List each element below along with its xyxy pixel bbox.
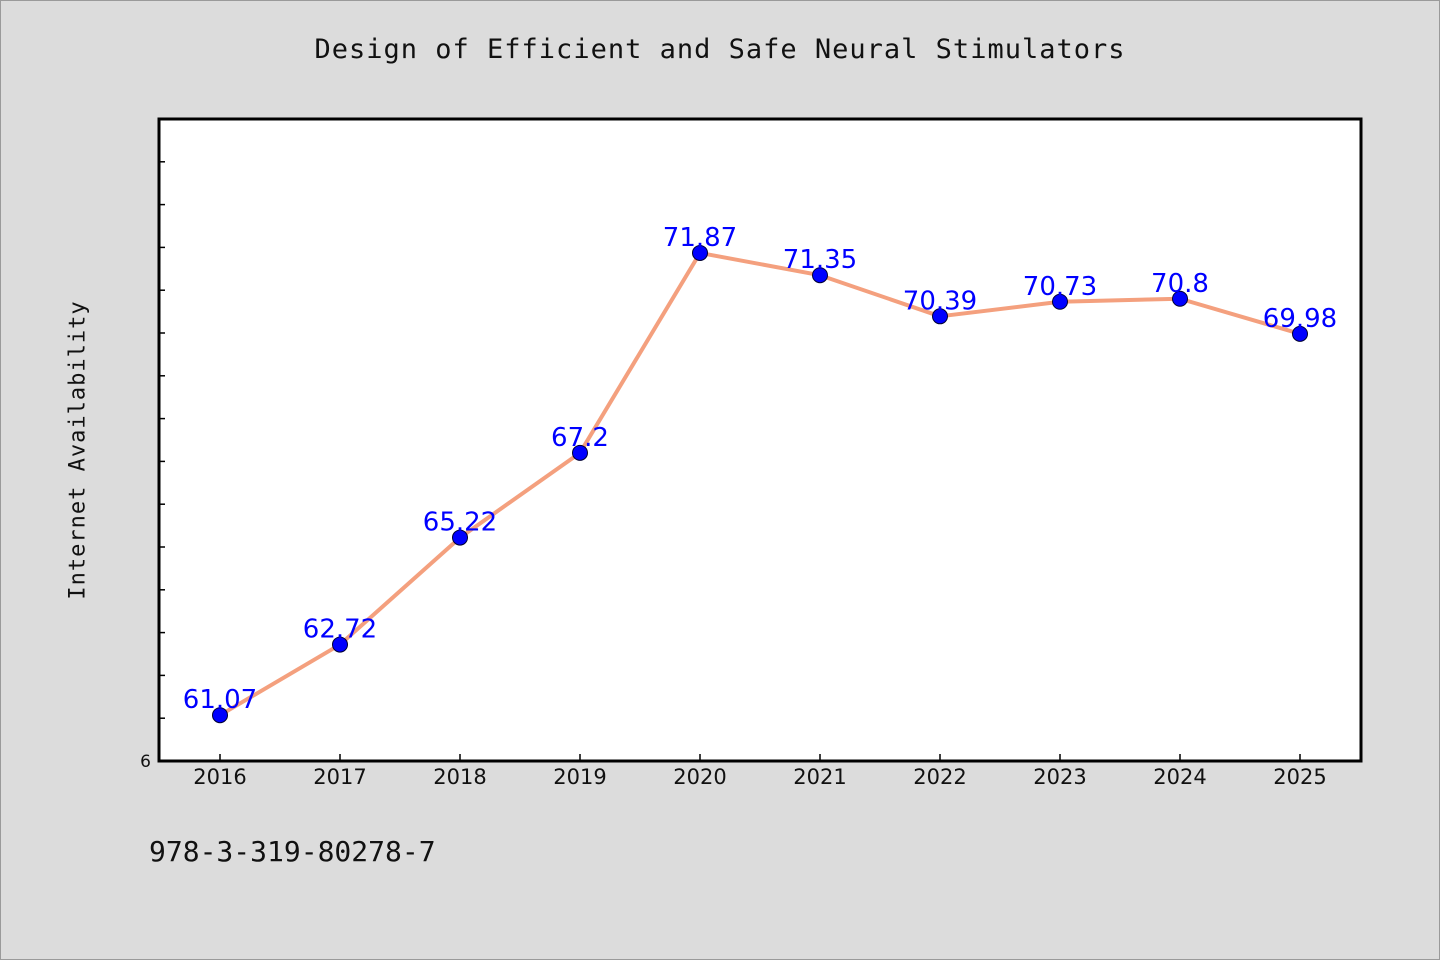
data-label: 69.98 [1263,304,1337,334]
data-label: 70.8 [1151,269,1209,299]
x-tick-label: 2021 [793,765,846,789]
data-label: 67.2 [551,423,609,453]
data-labels: 61.07 62.72 65.22 67.2 71.87 71.35 70.39 70.73 7… [183,223,1337,715]
x-tick-label: 2016 [193,765,246,789]
data-label: 71.35 [783,245,857,275]
data-point [452,529,468,546]
data-label: 65.22 [423,508,497,538]
x-tick-label: 2025 [1273,765,1326,789]
data-point [1172,290,1188,307]
x-ticks: 2016 2017 2018 2019 2020 2021 2022 2023 2024 2025 [193,754,1327,789]
plot-area [157,117,1363,763]
chart-title: Design of Efficient and Safe Neural Stim… [314,34,1126,65]
data-point [332,636,348,653]
data-label: 61.07 [183,685,257,715]
data-label: 70.39 [903,286,977,316]
data-point [812,267,828,284]
data-point [932,308,948,325]
x-tick-label: 2017 [313,765,366,789]
x-tick-label: 2022 [913,765,966,789]
y-ticks: 6 [140,161,165,772]
data-label: 70.73 [1023,272,1097,302]
data-point [212,707,228,724]
x-tick-label: 2020 [673,765,726,789]
data-label: 62.72 [303,615,377,645]
x-tick-label: 2024 [1153,765,1206,789]
y-tick-label: 6 [140,752,151,772]
data-point [692,244,708,261]
x-tick-label: 2023 [1033,765,1086,789]
series-line [218,250,1302,718]
x-tick-label: 2018 [433,765,486,789]
data-label: 71.87 [663,223,737,253]
data-point [572,444,588,461]
data-point [1052,293,1068,310]
footer-isbn: 978-3-319-80278-7 [149,835,436,868]
data-point [1292,325,1308,342]
series-group [212,244,1308,724]
x-tick-label: 2019 [553,765,606,789]
